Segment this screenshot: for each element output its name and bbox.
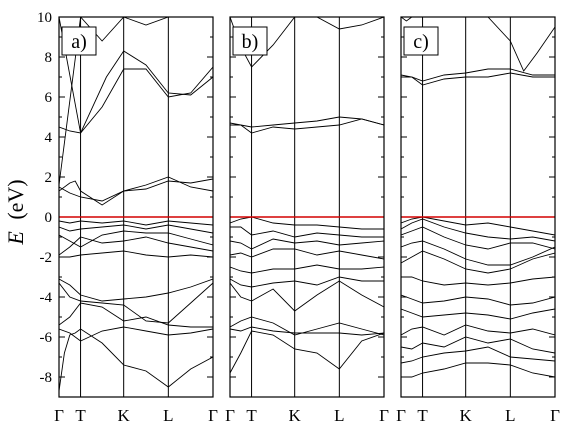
panel-label-box [232,26,268,56]
band-line [401,308,555,320]
ylabel-unit: (eV) [3,179,28,219]
panel-label: b) [232,26,268,56]
band-line [230,326,384,336]
band-line [401,362,555,378]
bands [59,17,213,392]
kpoint-label: T [246,406,257,425]
kpoint-label: Γ [208,406,218,425]
y-tick-label: 8 [45,50,53,66]
band-line [401,240,555,266]
bands [230,17,384,374]
band-line [59,66,213,134]
band-line [59,224,213,234]
band-line [401,324,555,336]
band-line [487,17,555,72]
kpoint-label: Γ [225,406,235,425]
kpoint-label: K [460,406,473,425]
kpoint-label: Γ [396,406,406,425]
y-tick-label: 2 [45,170,53,186]
band-line [230,116,384,128]
band-line [401,72,555,86]
band-line [401,346,555,364]
band-line [401,294,555,306]
band-line [230,248,384,260]
band-line [59,176,213,206]
band-line [230,316,384,336]
panel-label: a) [61,26,97,56]
band-line [59,278,213,302]
y-tick-label: -4 [40,290,53,306]
band-line [401,218,555,242]
band-line [230,238,384,250]
band-line [59,302,213,328]
y-axis-label: E (eV) [3,179,28,245]
kpoint-label: Γ [379,406,389,425]
panel-label: c) [403,26,439,56]
panel-label-box [61,26,97,56]
band-line [59,250,213,258]
kpoint-label: L [163,406,173,425]
band-line [230,280,384,312]
kpoint-label: L [505,406,515,425]
panel-label-text: c) [413,31,429,53]
panel-label-box [403,26,439,56]
ylabel-symbol: E [3,231,28,246]
panel-label-text: a) [71,31,87,53]
band-line [59,328,213,392]
band-line [230,330,384,374]
svg-text:E (eV): E (eV) [3,179,28,245]
band-line [59,326,213,342]
kpoint-label: Γ [550,406,560,425]
band-line [401,336,555,354]
band-line [59,17,213,135]
y-tick-label: 10 [37,10,52,26]
panel-3: c)Γ T K L Γ [396,16,560,425]
band-line [401,216,555,236]
y-tick-label: -8 [40,370,53,386]
band-line [401,68,555,82]
bands [401,17,555,378]
band-line [59,282,213,324]
y-tick-label: -6 [40,330,53,346]
band-line [401,17,413,22]
y-tick-label: 6 [45,90,53,106]
band-panels: a)Γ T K L Γb)Γ T K L Γc)Γ T K L Γ [54,16,560,425]
band-line [230,226,384,238]
panel-ticks [230,16,384,378]
band-line [401,276,555,286]
band-line [401,226,555,250]
panel-2: b)Γ T K L Γ [225,16,389,425]
kpoint-label: K [289,406,302,425]
kpoint-label: Γ [54,406,64,425]
y-tick-label: 0 [45,210,53,226]
panel-label-text: b) [242,31,259,53]
y-tick-label: -2 [40,250,53,266]
band-line [230,216,384,230]
band-line [59,236,213,256]
band-line [230,118,384,134]
panel-1: a)Γ T K L Γ [54,16,218,425]
y-tick-labels: 10 8 6 4 2 0 -2 -4 -6 -8 [37,10,53,386]
kpoint-label: T [75,406,86,425]
band-line [230,264,384,274]
panel-frame [229,16,385,398]
band-line [59,230,213,248]
panel-frame [58,16,214,398]
band-line [316,17,384,30]
panel-frame [400,16,556,398]
kpoint-label: L [334,406,344,425]
band-line [59,220,213,226]
y-tick-label: 4 [45,130,53,146]
band-line [230,276,384,288]
kpoint-label: T [417,406,428,425]
band-line [401,250,555,274]
kpoint-label: K [118,406,131,425]
band-line [59,178,213,202]
